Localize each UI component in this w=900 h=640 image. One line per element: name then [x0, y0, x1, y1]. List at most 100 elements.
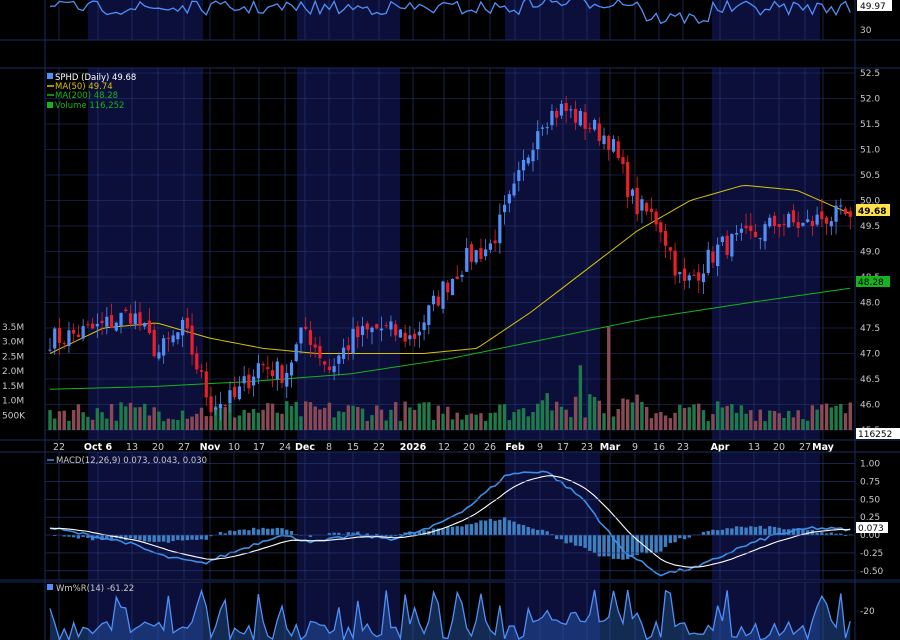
- volume-bar: [431, 420, 436, 430]
- candle-body: [479, 248, 483, 259]
- date-label: 23: [677, 442, 689, 453]
- macd-hist-bar: [465, 524, 469, 536]
- macd-hist-bar: [237, 529, 242, 536]
- macd-tick: 0.00: [860, 531, 880, 541]
- volume-bar: [460, 419, 464, 430]
- candle-body: [526, 157, 530, 164]
- volume-bar: [536, 403, 540, 430]
- volume-bar: [67, 420, 71, 430]
- volume-bar: [701, 410, 706, 430]
- macd-hist-bar: [588, 535, 592, 551]
- macd-tick: 1.00: [860, 460, 880, 470]
- macd-hist-bar: [190, 535, 194, 540]
- macd-hist-bar: [209, 535, 213, 537]
- date-label: 20: [152, 442, 164, 453]
- macd-hist-bar: [820, 532, 824, 536]
- macd-hist-bar: [341, 534, 346, 536]
- volume-bar: [469, 413, 474, 430]
- candle-body: [209, 396, 213, 413]
- macd-hist-bar: [592, 535, 597, 553]
- candle-body: [758, 238, 762, 240]
- volume-bar: [573, 396, 578, 430]
- macd-hist-bar: [124, 535, 128, 541]
- macd-tick: -0.25: [860, 549, 883, 559]
- volume-bar: [502, 404, 507, 430]
- volume-bar: [124, 406, 128, 430]
- candle-body: [417, 331, 421, 336]
- macd-hist-bar: [166, 535, 171, 543]
- volume-bar: [521, 408, 526, 430]
- macd-hist-bar: [62, 535, 66, 537]
- candle-body: [640, 199, 644, 211]
- candle-body: [176, 332, 180, 340]
- volume-bar: [493, 412, 497, 430]
- price-tick: 46.0: [860, 401, 880, 411]
- volume-bar: [483, 420, 488, 430]
- candle-body: [223, 405, 227, 407]
- volume-bar: [171, 419, 175, 430]
- macd-hist-bar: [796, 528, 800, 536]
- macd-hist-bar: [715, 530, 720, 536]
- volume-bar: [275, 412, 279, 430]
- volume-bar: [834, 405, 838, 430]
- volume-bar: [270, 403, 275, 430]
- volume-bar: [673, 412, 677, 430]
- candle-body: [701, 273, 706, 283]
- volume-bar: [777, 413, 781, 430]
- macd-hist-bar: [739, 526, 744, 536]
- candle-body: [152, 329, 156, 357]
- macd-hist-bar: [834, 533, 838, 536]
- candle-body: [507, 194, 511, 204]
- macd-hist-bar: [171, 535, 175, 542]
- candle-body: [484, 249, 488, 257]
- candle-body: [337, 355, 341, 364]
- candle-body: [578, 110, 582, 126]
- volume-bar: [266, 403, 270, 430]
- volume-bar: [62, 410, 66, 430]
- price-tick: 51.5: [860, 120, 880, 130]
- date-label: 15: [347, 442, 359, 453]
- month-band: [505, 582, 600, 640]
- candle-body: [720, 236, 725, 243]
- candle-body: [512, 183, 516, 196]
- price-candles: [48, 95, 852, 424]
- volume-bar: [621, 398, 625, 430]
- macd-tick: -0.50: [860, 567, 884, 577]
- top-tick-30: 30: [860, 26, 872, 36]
- candle-body: [270, 370, 275, 377]
- legend-ma200: MA(200) 48.28: [55, 91, 118, 101]
- volume-bar: [810, 405, 815, 430]
- volume-bar: [526, 416, 530, 430]
- candle-body: [725, 235, 729, 255]
- volume-bar: [507, 420, 512, 430]
- volume-bar: [545, 393, 549, 430]
- wr-legend-icon: [47, 584, 53, 590]
- volume-bar: [768, 410, 772, 430]
- volume-bar: [86, 416, 90, 430]
- candle-body: [839, 205, 843, 207]
- volume-tick: 1.5M: [2, 382, 24, 392]
- candle-body: [626, 161, 630, 198]
- candle-body: [663, 230, 668, 246]
- volume-bar: [389, 409, 393, 430]
- volume-bar: [744, 413, 748, 430]
- candle-body: [247, 374, 251, 389]
- volume-bar: [138, 407, 142, 430]
- candle-body: [48, 349, 52, 351]
- volume-bar: [654, 413, 658, 430]
- volume-bar: [640, 401, 644, 430]
- candle-body: [488, 243, 492, 250]
- candle-body: [630, 189, 635, 196]
- candle-body: [772, 215, 777, 226]
- price-tick: 47.5: [860, 324, 880, 334]
- candle-body: [242, 376, 246, 384]
- candle-body: [299, 327, 303, 344]
- macd-hist-bar: [801, 529, 805, 536]
- candle-body: [105, 316, 109, 327]
- month-band: [712, 582, 820, 640]
- volume-bar: [559, 406, 564, 430]
- candle-body: [583, 112, 587, 129]
- macd-hist-bar: [81, 535, 85, 538]
- macd-hist-bar: [450, 526, 455, 536]
